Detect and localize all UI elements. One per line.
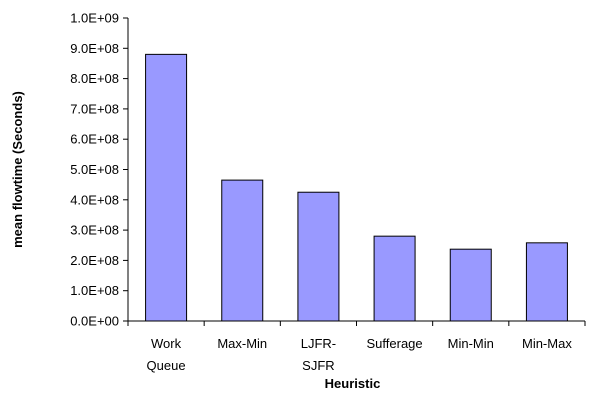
y-tick-label: 2.0E+08: [70, 253, 119, 268]
x-axis-title: Heuristic: [325, 376, 381, 391]
bar: [221, 179, 264, 322]
y-tick-label: 6.0E+08: [70, 132, 119, 147]
x-tick-label: Min-Max: [522, 336, 572, 351]
y-axis-ticks: 0.0E+00 1.0E+08 2.0E+08 3.0E+08 4.0E+08 5.0E+…: [70, 11, 128, 329]
bars: [145, 53, 568, 322]
bar: [145, 53, 188, 322]
x-tick-label: Work: [151, 336, 182, 351]
y-tick-label: 3.0E+08: [70, 223, 119, 238]
x-tick-label: Queue: [147, 358, 186, 373]
x-axis-ticks: Work Queue Max-Min LJFR- SJFR Sufferage Min-Mi…: [127, 321, 586, 373]
bar: [449, 248, 492, 322]
x-tick-label: SJFR: [302, 358, 335, 373]
x-tick-label: Min-Min: [448, 336, 494, 351]
bar: [525, 242, 568, 322]
x-tick-label: LJFR-: [301, 336, 336, 351]
bar: [297, 191, 340, 322]
y-tick-label: 4.0E+08: [70, 192, 119, 207]
bar: [373, 235, 416, 322]
y-tick-label: 8.0E+08: [70, 71, 119, 86]
y-tick-label: 5.0E+08: [70, 162, 119, 177]
y-axis-title: mean flowtime (Seconds): [10, 91, 25, 248]
y-tick-label: 7.0E+08: [70, 101, 119, 116]
y-tick-label: 0.0E+00: [70, 314, 119, 329]
x-tick-label: Max-Min: [217, 336, 267, 351]
y-tick-label: 1.0E+09: [70, 11, 119, 26]
y-tick-label: 9.0E+08: [70, 41, 119, 56]
y-tick-label: 1.0E+08: [70, 283, 119, 298]
x-tick-label: Sufferage: [367, 336, 423, 351]
